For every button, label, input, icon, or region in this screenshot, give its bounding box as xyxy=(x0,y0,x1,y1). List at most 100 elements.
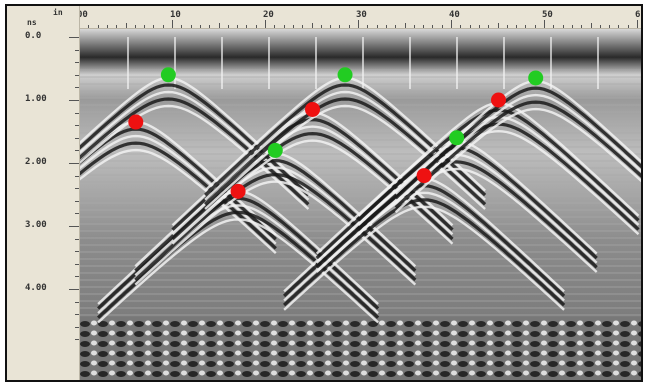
x-tick-mark xyxy=(544,20,545,28)
x-tick-mark xyxy=(358,20,359,28)
x-tick-mark xyxy=(562,25,564,28)
y-tick-mark xyxy=(75,87,79,89)
time-unit-label: ns xyxy=(27,18,37,27)
y-tick-mark xyxy=(75,326,79,328)
x-tick-mark xyxy=(190,25,192,28)
x-tick-label: 30 xyxy=(356,10,367,20)
x-tick-mark xyxy=(581,25,583,28)
y-tick-mark xyxy=(75,251,79,253)
green-marker xyxy=(337,67,353,83)
hyperbola-reflection xyxy=(283,198,566,307)
radargram-band xyxy=(80,251,641,253)
x-tick-mark xyxy=(395,25,397,28)
hyperbola-reflection xyxy=(80,148,277,254)
hyperbola-reflection xyxy=(134,172,417,282)
radargram-band xyxy=(80,104,641,106)
x-tick-mark xyxy=(469,25,471,28)
radargram-band xyxy=(80,174,641,176)
y-tick-mark xyxy=(75,301,79,303)
x-tick-mark xyxy=(413,25,415,28)
x-tick-label: 6 xyxy=(635,10,641,20)
x-tick-mark xyxy=(525,25,527,28)
y-tick-mark xyxy=(75,314,79,316)
x-tick-mark xyxy=(488,25,490,28)
x-tick-mark xyxy=(265,20,266,28)
radargram-noise-zone xyxy=(80,317,641,380)
x-tick-mark xyxy=(590,23,592,28)
time-ruler: in ns 0.0 1.00 2.00 3.00 4.00 xyxy=(7,6,80,380)
x-tick-mark xyxy=(404,23,406,28)
hyperbola-reflection xyxy=(394,100,641,209)
y-tick-mark xyxy=(69,289,79,290)
y-tick-label: 3.00 xyxy=(25,220,47,230)
radargram-band xyxy=(80,97,641,99)
y-tick-label: 4.00 xyxy=(25,283,47,293)
y-tick-mark xyxy=(75,62,79,64)
x-tick-mark xyxy=(116,25,118,28)
x-tick-mark xyxy=(162,25,164,28)
y-tick-mark xyxy=(75,74,79,76)
x-tick-mark xyxy=(246,25,248,28)
radargram-window: 00 10 20 30 40 50 6 in ns 0.0 1.00 2.00 3.00 4.00 xyxy=(5,4,643,382)
radargram-band xyxy=(80,83,641,85)
x-tick-mark xyxy=(227,25,229,28)
y-tick-mark xyxy=(75,137,79,139)
radargram-band xyxy=(80,90,641,92)
x-tick-mark xyxy=(599,25,601,28)
x-tick-mark xyxy=(302,25,304,28)
y-tick-mark xyxy=(75,276,79,278)
x-tick-mark xyxy=(199,25,201,28)
distance-unit-label: in xyxy=(53,8,63,17)
radargram-band xyxy=(80,202,641,204)
hyperbola-reflection xyxy=(394,93,641,204)
x-tick-label: 50 xyxy=(542,10,553,20)
green-marker xyxy=(449,130,465,146)
x-tick-mark xyxy=(218,23,220,28)
y-tick-mark xyxy=(75,200,79,202)
x-tick-mark xyxy=(172,20,173,28)
radargram-band xyxy=(80,272,641,274)
hyperbola-reflection xyxy=(283,205,565,311)
red-marker xyxy=(230,183,246,199)
red-marker xyxy=(416,168,432,184)
radargram-band xyxy=(80,118,641,120)
x-tick-mark xyxy=(627,25,629,28)
x-tick-mark xyxy=(423,25,425,28)
hyperbola-reflection xyxy=(204,97,487,206)
x-tick-mark xyxy=(106,25,108,28)
x-tick-mark xyxy=(134,25,136,28)
x-tick-mark xyxy=(367,25,369,28)
hyperbola-reflection xyxy=(394,107,641,214)
x-tick-mark xyxy=(330,25,332,28)
x-tick-label: 10 xyxy=(170,10,181,20)
radargram-band xyxy=(80,307,641,309)
x-tick-mark xyxy=(432,25,434,28)
radargram-band xyxy=(80,314,641,316)
y-tick-mark xyxy=(75,49,79,51)
green-marker xyxy=(528,70,544,86)
radargram-image xyxy=(80,29,641,380)
radargram-band xyxy=(80,258,641,260)
x-tick-mark xyxy=(497,23,499,28)
hyperbola-reflection xyxy=(357,108,640,222)
radargram-band xyxy=(80,132,641,134)
radargram-band xyxy=(80,111,641,113)
y-tick-label: 1.00 xyxy=(25,94,47,104)
x-tick-mark xyxy=(274,25,276,28)
red-marker xyxy=(305,101,320,117)
radargram-band xyxy=(80,279,641,281)
y-tick-mark xyxy=(75,125,79,127)
x-tick-mark xyxy=(209,25,211,28)
x-tick-mark xyxy=(237,25,239,28)
x-tick-mark xyxy=(478,25,480,28)
x-tick-mark xyxy=(441,25,443,28)
x-tick-mark xyxy=(385,25,387,28)
y-tick-mark xyxy=(69,37,79,38)
x-tick-mark xyxy=(609,25,611,28)
radargram-band xyxy=(80,209,641,211)
x-tick-label: 00 xyxy=(77,10,88,20)
y-tick-mark xyxy=(75,213,79,215)
green-marker xyxy=(160,67,176,83)
hyperbola-reflection xyxy=(394,86,641,200)
green-marker xyxy=(267,142,283,158)
